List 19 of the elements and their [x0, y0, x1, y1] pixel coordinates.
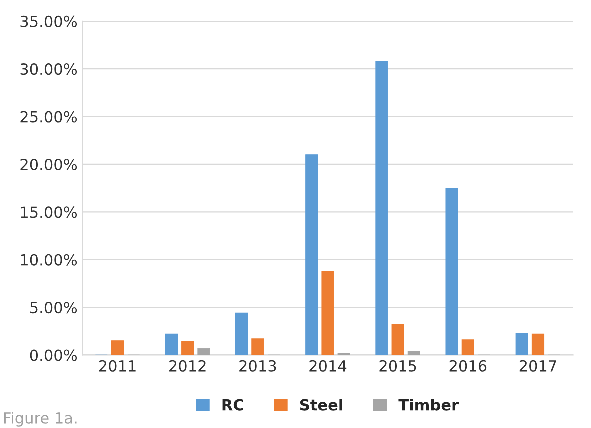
y-tick-label: 35.00% — [20, 16, 78, 28]
x-tick-label: 2016 — [450, 360, 487, 372]
x-tick-label: 2013 — [240, 360, 276, 372]
x-tick-label: 2015 — [380, 360, 416, 372]
legend-label: Timber — [398, 399, 460, 411]
caption: Figure 1a. — [4, 412, 77, 427]
x-tick-label: 2012 — [170, 360, 206, 372]
y-tick-label: 25.00% — [20, 111, 78, 123]
y-tick-label: 10.00% — [21, 254, 78, 266]
legend-label: Steel — [300, 399, 342, 411]
y-tick-label: 20.00% — [20, 158, 78, 170]
y-tick-label: 15.00% — [21, 206, 78, 218]
y-tick-label: 30.00% — [20, 64, 78, 76]
y-tick-label: 5.00% — [30, 302, 78, 314]
legend-label: RC — [222, 399, 244, 411]
x-tick-label: 2017 — [520, 360, 556, 372]
y-tick-label: 0.00% — [30, 350, 78, 362]
x-tick-label: 2011 — [99, 360, 136, 372]
x-tick-label: 2014 — [310, 360, 347, 372]
